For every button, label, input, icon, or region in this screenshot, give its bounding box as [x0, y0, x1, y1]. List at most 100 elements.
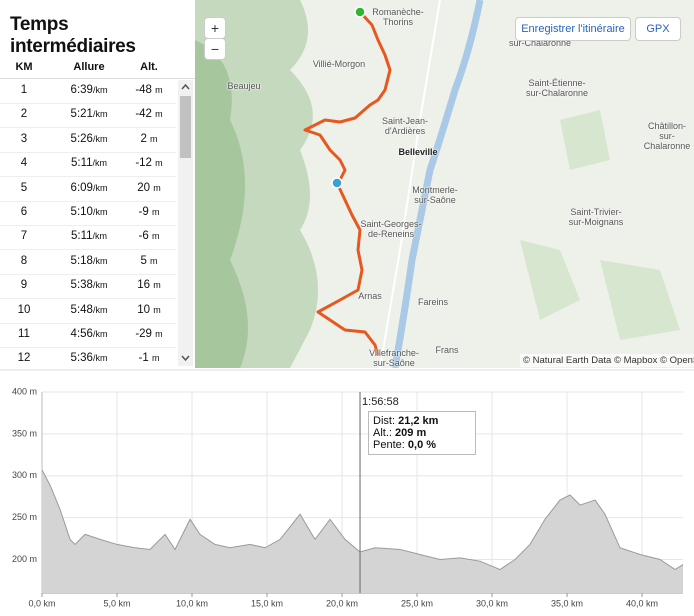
alt-value: -1	[138, 352, 149, 365]
km-cell: 8	[20, 254, 28, 267]
pace-cell: 5:11/km	[60, 157, 118, 169]
row-divider	[0, 225, 176, 226]
alt-unit: m	[155, 109, 163, 120]
scrollbar[interactable]	[178, 80, 193, 366]
scroll-arrows	[181, 83, 190, 362]
alt-value: -6	[138, 230, 149, 243]
pace-cell: 5:10/km	[60, 206, 118, 218]
alt-unit: m	[150, 255, 158, 266]
x-tick-label: 30,0 km	[476, 598, 508, 608]
place-label: Romanèche- Thorins	[372, 7, 424, 27]
scroll-thumb[interactable]	[180, 96, 191, 158]
alt-unit: m	[155, 329, 163, 339]
pace-unit: /km	[92, 255, 108, 266]
tooltip-value: 0,0 %	[407, 439, 437, 451]
column-header: Allure	[73, 61, 105, 73]
alt-cell: 16 m	[124, 279, 174, 291]
pace-value: 5:21	[70, 108, 93, 121]
alt-unit: m	[150, 133, 158, 144]
km-cell: 12	[17, 352, 31, 365]
tooltip: Dist: 21,2 km Alt.: 209 m Pente: 0,0 %	[368, 411, 477, 455]
tooltip-value: 21,2 km	[398, 415, 439, 427]
alt-unit: m	[151, 353, 160, 364]
pace-value: 5:18	[70, 254, 93, 267]
pace-value: 5:10	[70, 206, 93, 218]
pace-cell: 5:48/km	[60, 304, 118, 316]
pace-value: 5:48	[70, 303, 93, 316]
pace-unit: /km	[92, 353, 108, 364]
tooltip-line: Alt.: 209 m	[373, 427, 469, 439]
alt-unit: m	[153, 182, 161, 193]
alt-cell: -1 m	[124, 352, 174, 364]
tooltip-line: Pente: 0,0 %	[373, 439, 469, 451]
tooltip-time: 1:56:58	[362, 396, 399, 408]
place-label: Saint-Étienne- sur-Chalaronne	[525, 78, 589, 98]
pace-cell: 5:36/km	[60, 352, 118, 364]
x-tick-label: 25,0 km	[401, 598, 433, 608]
km-cell: 5	[20, 181, 28, 194]
y-tick-label: 400 m	[12, 386, 37, 396]
alt-unit: m	[151, 231, 160, 242]
pace-unit: /km	[92, 182, 108, 193]
place-label: Fareins	[417, 297, 449, 307]
zoom-out-button[interactable]: −	[204, 38, 226, 60]
place-label: Montmerle- sur-Saône	[412, 185, 458, 205]
x-tick-label: 15,0 km	[251, 598, 283, 608]
elevation-chart: 200 m 250 m 300 m 350 m 400 m 0,0 km 5,0 km 10,…	[0, 369, 694, 608]
row-divider	[0, 151, 176, 153]
pace-value: 5:36	[70, 352, 93, 365]
pace-cell: 5:18/km	[60, 255, 118, 267]
alt-value: -48	[135, 84, 152, 96]
alt-cell: 2 m	[124, 133, 174, 145]
x-tick-label: 0,0 km	[28, 598, 55, 608]
pace-cell: 5:26/km	[60, 133, 118, 145]
header-divider	[0, 78, 195, 79]
row-divider	[0, 200, 176, 202]
alt-unit: m	[155, 158, 163, 169]
alt-cell: -12 m	[124, 157, 174, 169]
row-divider	[0, 298, 176, 300]
gpx-button[interactable]: GPX	[635, 17, 681, 41]
save-route-label: Enregistrer l'itinéraire	[521, 23, 625, 35]
pace-unit: /km	[92, 207, 108, 217]
column-header: Alt.	[140, 61, 158, 73]
y-tick-label: 350 m	[12, 428, 37, 438]
alt-cell: 20 m	[124, 182, 174, 194]
zoom-in-button[interactable]: +	[204, 17, 226, 39]
alt-cell: 10 m	[124, 304, 174, 316]
alt-value: 10	[137, 303, 151, 316]
alt-value: -12	[135, 157, 152, 170]
place-label: Arnas	[358, 291, 382, 301]
x-tick-label: 10,0 km	[176, 598, 208, 608]
x-tick-label: 20,0 km	[326, 598, 358, 608]
alt-value: 5	[140, 254, 147, 267]
pace-value: 5:11	[70, 230, 93, 243]
pace-value: 4:56	[70, 328, 93, 340]
place-label: Saint-Trivier- sur-Moignans	[568, 207, 624, 227]
tooltip-value: 209 m	[395, 427, 427, 439]
km-cell: 6	[20, 206, 28, 218]
pace-unit: /km	[92, 109, 108, 120]
splits-panel: Temps intermédiaires KM Allure Alt. 1 6:39/k…	[0, 0, 195, 368]
alt-cell: -42 m	[124, 108, 174, 120]
x-tick-label: 35,0 km	[551, 598, 583, 608]
alt-value: 2	[140, 132, 147, 145]
alt-cell: -9 m	[124, 206, 174, 218]
alt-unit: m	[153, 304, 161, 315]
row-divider	[0, 127, 176, 129]
pace-value: 5:11	[70, 157, 93, 170]
alt-value: 20	[137, 181, 151, 194]
alt-cell: -48 m	[124, 84, 174, 96]
map[interactable]: Romanèche- ThorinsSaint-Didier- sur-Chal…	[195, 0, 694, 368]
elevation-line	[41, 469, 684, 571]
place-label: Villefranche- sur-Saône	[369, 348, 419, 368]
pace-unit: /km	[92, 329, 108, 339]
save-route-button[interactable]: Enregistrer l'itinéraire	[515, 17, 631, 41]
alt-value: -42	[135, 108, 152, 121]
x-tick-label: 5,0 km	[103, 598, 130, 608]
pace-value: 6:39	[70, 84, 93, 96]
alt-unit: m	[151, 207, 160, 217]
row-divider	[0, 273, 176, 275]
alt-cell: -29 m	[124, 328, 174, 340]
pace-cell: 5:38/km	[60, 279, 118, 291]
